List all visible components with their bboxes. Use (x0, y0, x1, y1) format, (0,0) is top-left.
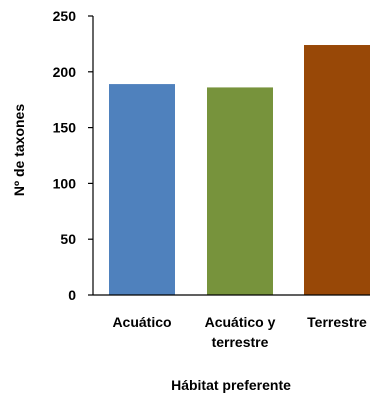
x-axis-title: Hábitat preferente (171, 377, 291, 393)
y-tick-label: 50 (60, 231, 76, 247)
x-category-label: Terrestre (307, 314, 367, 330)
y-tick-label: 100 (53, 175, 77, 191)
bar-2 (207, 87, 273, 295)
x-category-label: Acuático (112, 314, 171, 330)
bar-3 (304, 45, 370, 296)
y-axis-title: Nº de taxones (11, 104, 27, 196)
bar-1 (109, 84, 175, 296)
bars-group (109, 45, 370, 296)
y-tick-label: 0 (68, 287, 76, 303)
x-axis-category-labels: Acuático Acuático y terrestre Terrestre (112, 314, 367, 350)
y-tick-label: 200 (53, 64, 77, 80)
y-tick-label: 150 (53, 120, 77, 136)
y-axis-ticks: 0 50 100 150 200 250 (53, 8, 93, 303)
x-category-label: Acuático y terrestre (205, 314, 276, 350)
y-tick-label: 250 (53, 8, 77, 24)
